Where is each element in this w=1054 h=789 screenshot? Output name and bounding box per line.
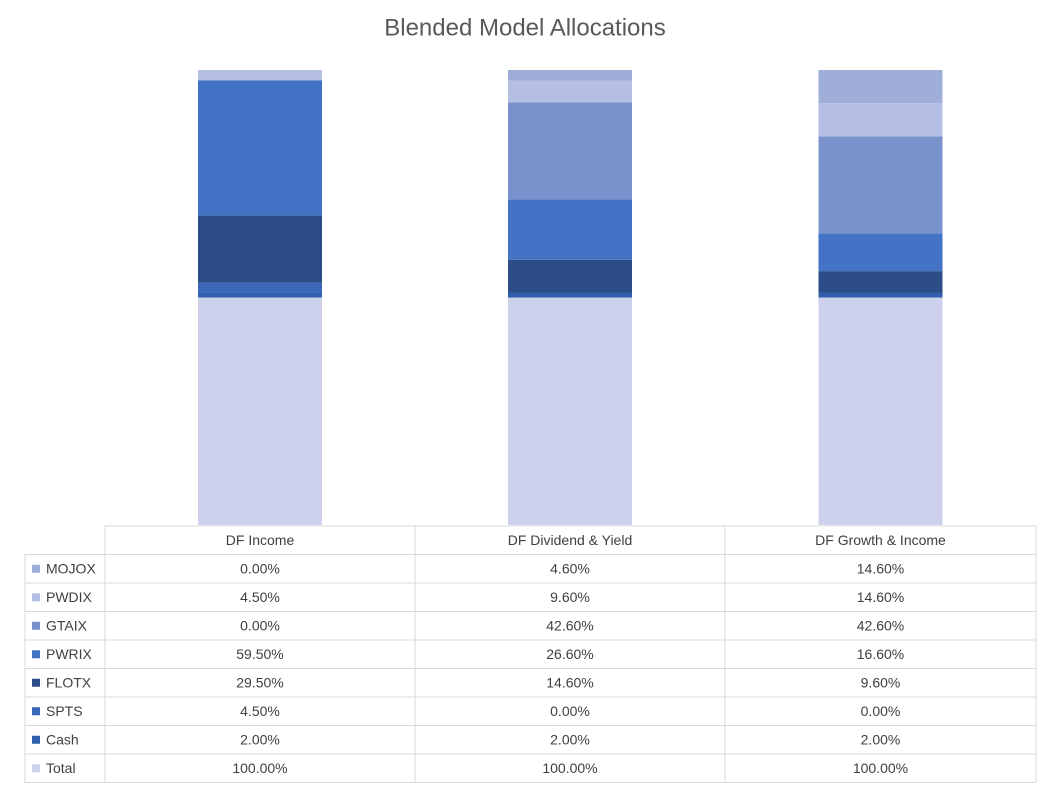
bar-segment (818, 292, 943, 298)
bar-segment (198, 297, 322, 525)
table-value: 42.60% (546, 617, 593, 633)
table-value: 16.60% (857, 646, 904, 662)
legend-label: PWDIX (46, 589, 93, 605)
legend-swatch (32, 621, 40, 630)
bar-segment (818, 297, 943, 525)
table-value: 29.50% (236, 674, 283, 690)
bar-segment (508, 199, 632, 260)
table-value: 26.60% (546, 646, 593, 662)
bar-segment (508, 102, 632, 200)
legend-swatch (32, 764, 40, 773)
legend-swatch (32, 593, 40, 602)
bar-segment (198, 80, 322, 216)
bar-segment (818, 70, 943, 104)
table-value: 4.60% (550, 560, 590, 576)
table-value: 2.00% (861, 731, 901, 747)
table-value: 14.60% (546, 674, 593, 690)
table-value: 2.00% (550, 731, 590, 747)
column-header: DF Income (226, 532, 295, 548)
bar-segment (818, 136, 943, 234)
legend-label: GTAIX (46, 617, 88, 633)
table-value: 14.60% (857, 560, 904, 576)
legend-label: Cash (46, 731, 79, 747)
bar-segment (198, 292, 322, 298)
legend-swatch (32, 735, 40, 744)
bar-segment (198, 70, 322, 81)
legend-swatch (32, 564, 40, 573)
table-value: 0.00% (861, 703, 901, 719)
legend-swatch (32, 650, 40, 659)
bar-segment (818, 103, 943, 137)
bar-segment (198, 215, 322, 283)
column-header: DF Dividend & Yield (508, 532, 633, 548)
column-header: DF Growth & Income (815, 532, 946, 548)
legend-swatch (32, 707, 40, 716)
legend-label: SPTS (46, 703, 83, 719)
chart-title: Blended Model Allocations (384, 14, 666, 41)
table-value: 2.00% (240, 731, 280, 747)
bar-segment (508, 70, 632, 81)
legend-label: MOJOX (46, 560, 96, 576)
table-value: 0.00% (550, 703, 590, 719)
bar-segment (508, 292, 632, 298)
table-value: 100.00% (232, 760, 287, 776)
bar-segment (508, 80, 632, 103)
table-value: 9.60% (861, 674, 901, 690)
bar-segment (508, 297, 632, 525)
table-value: 100.00% (853, 760, 908, 776)
table-value: 4.50% (240, 703, 280, 719)
table-value: 4.50% (240, 589, 280, 605)
bar-segment (198, 282, 322, 293)
table-value: 0.00% (240, 617, 280, 633)
table-value: 42.60% (857, 617, 904, 633)
bar-segment (818, 271, 943, 293)
table-value: 0.00% (240, 560, 280, 576)
legend-label: FLOTX (46, 674, 92, 690)
table-value: 59.50% (236, 646, 283, 662)
bar-segment (818, 233, 943, 272)
legend-label: PWRIX (46, 646, 93, 662)
table-value: 100.00% (542, 760, 597, 776)
table-value: 9.60% (550, 589, 590, 605)
legend-swatch (32, 678, 40, 687)
table-value: 14.60% (857, 589, 904, 605)
bar-segment (508, 259, 632, 293)
legend-label: Total (46, 760, 76, 776)
